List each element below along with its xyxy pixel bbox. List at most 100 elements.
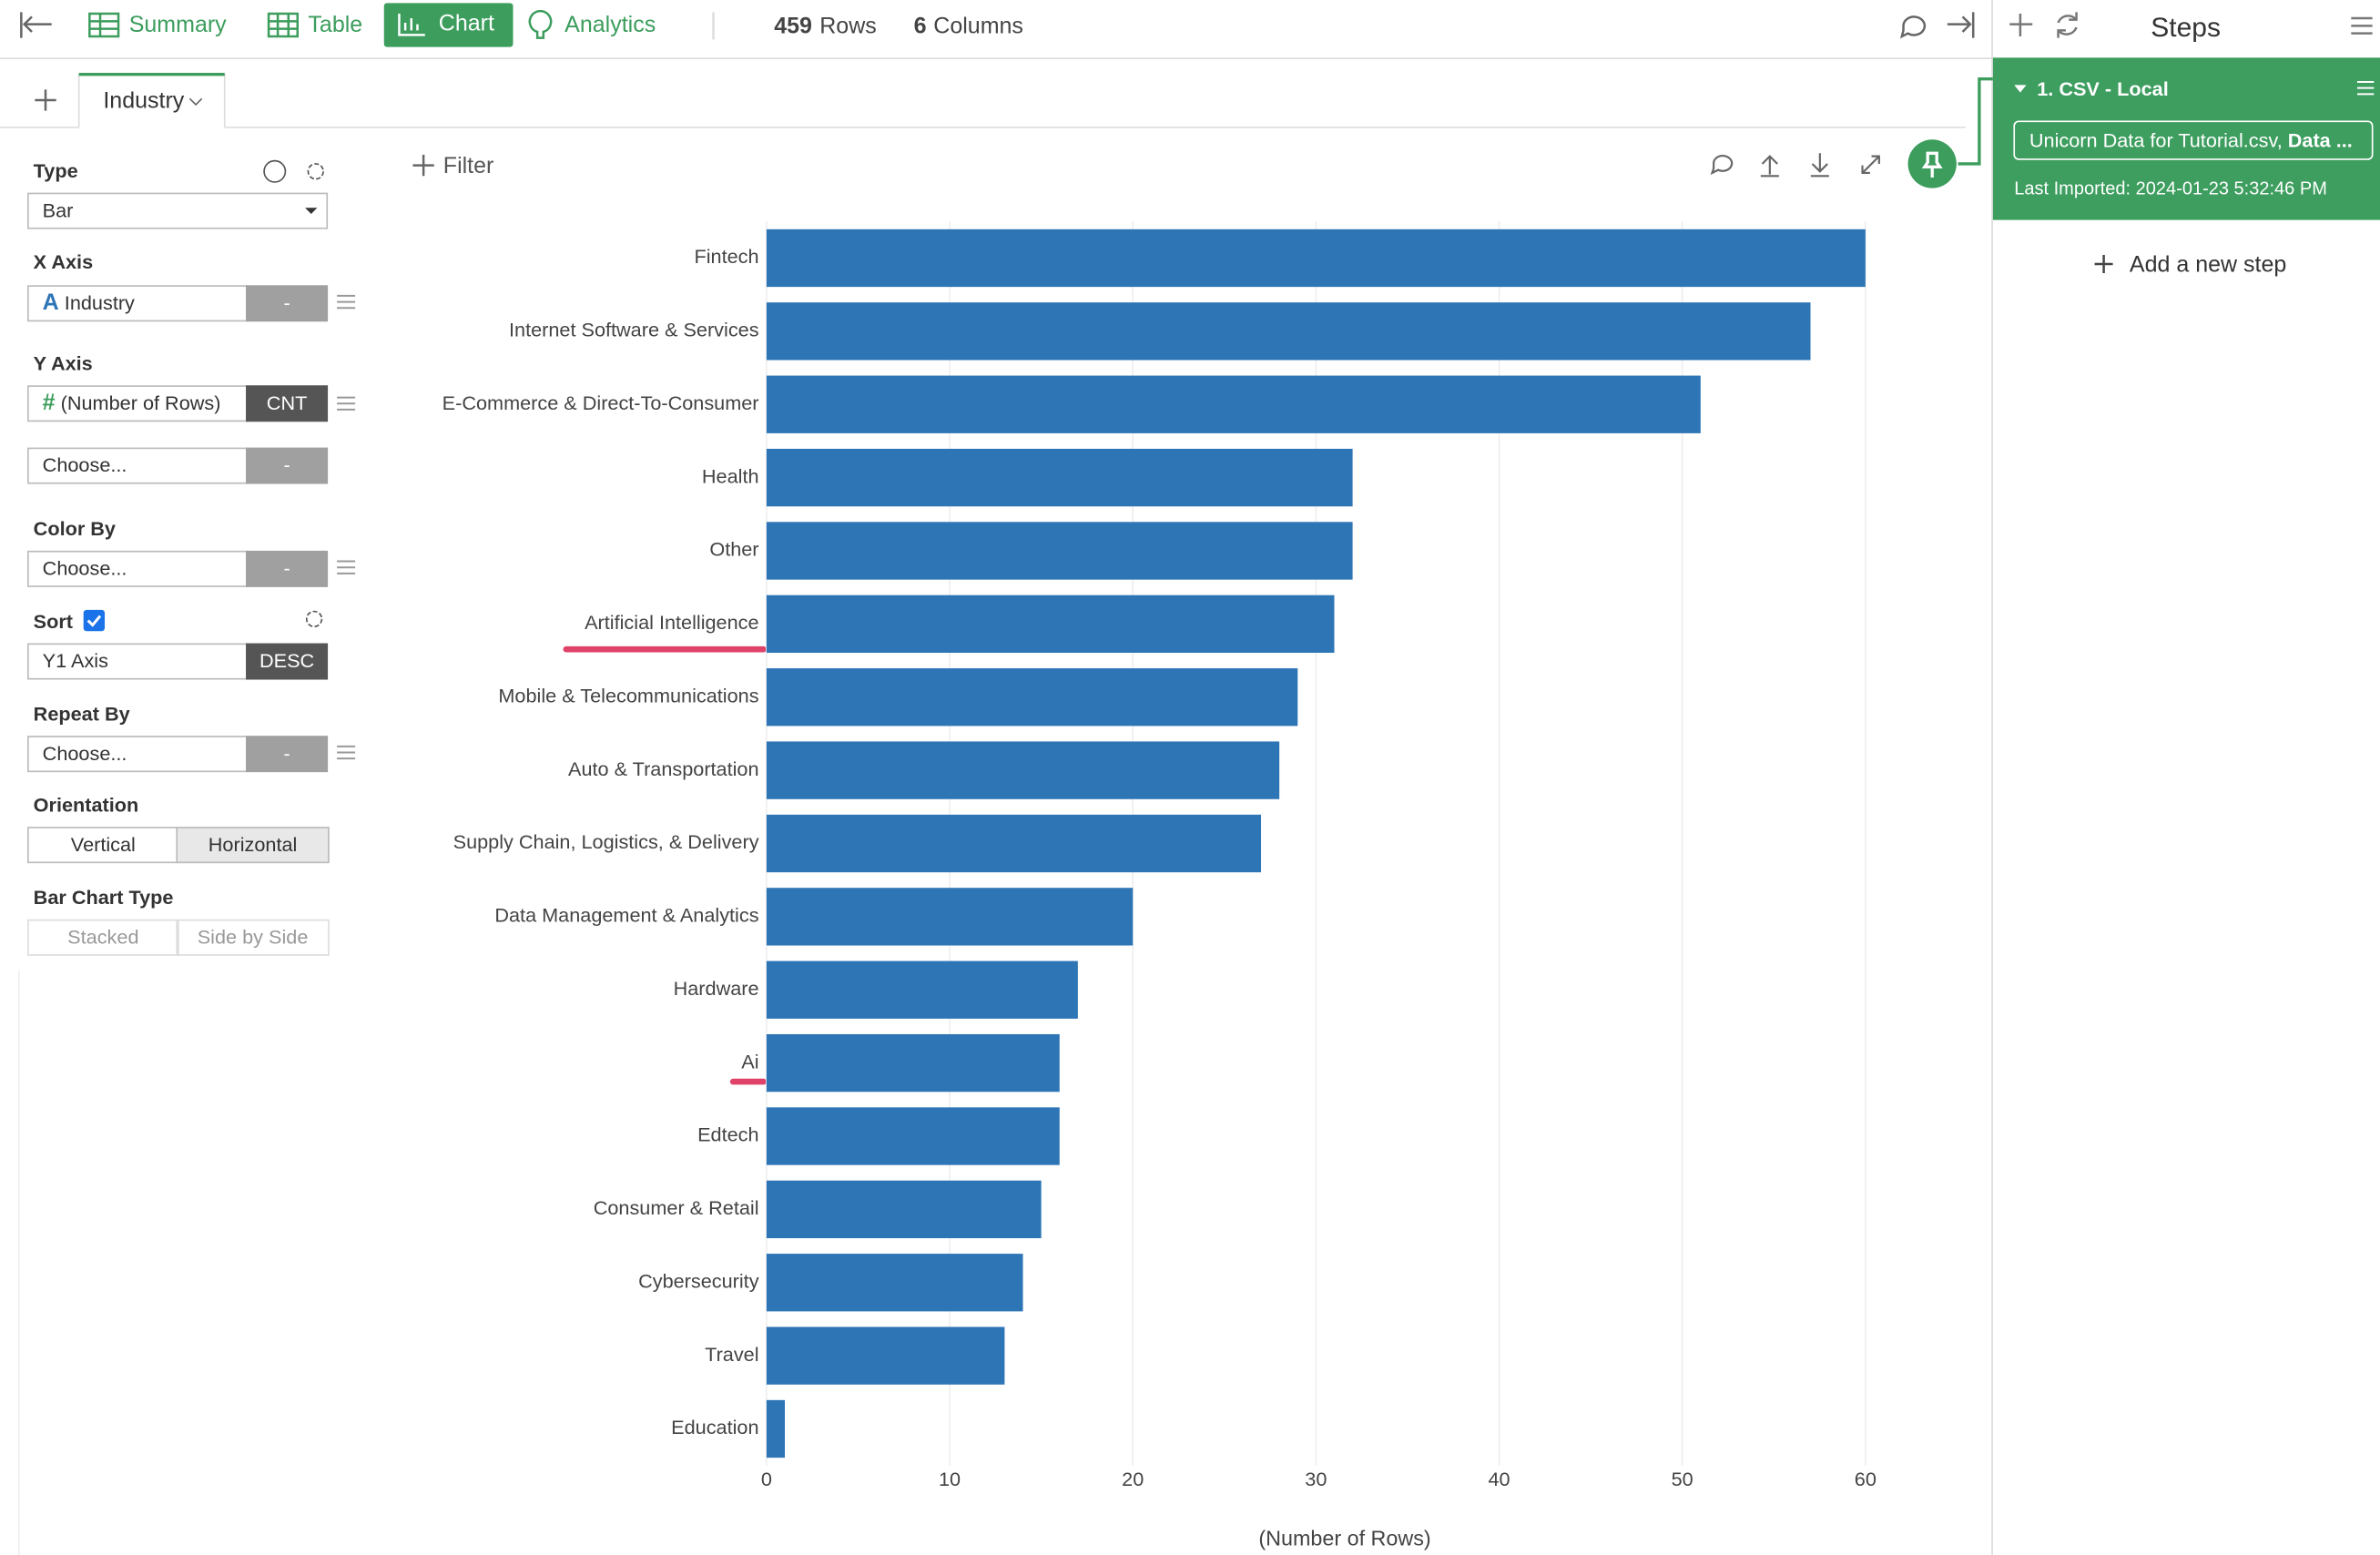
- bar: [766, 888, 1134, 946]
- y-axis-field[interactable]: # (Number of Rows): [27, 385, 248, 422]
- rows-label: Rows: [819, 13, 877, 40]
- y-tick-label: Mobile & Telecommunications: [498, 684, 758, 706]
- pin-connector: [1958, 76, 1993, 166]
- x-tick-label: 0: [761, 1468, 772, 1490]
- bar: [766, 960, 1078, 1019]
- y2-agg[interactable]: -: [246, 447, 329, 484]
- y-tick-label: Data Management & Analytics: [494, 904, 758, 927]
- type-icons: [263, 159, 324, 214]
- filter-plus: [412, 154, 434, 177]
- bar-type-stacked[interactable]: Stacked: [27, 919, 179, 956]
- y-tick-label: E-Commerce & Direct-To-Consumer: [442, 391, 759, 414]
- repeat-value: Choose...: [42, 741, 127, 765]
- sort-value: Y1 Axis: [42, 649, 108, 673]
- bar: [766, 1326, 1005, 1385]
- repeat-label: Repeat By: [33, 702, 130, 726]
- y-tick-label: Internet Software & Services: [509, 319, 759, 341]
- nav-summary[interactable]: Summary: [128, 12, 227, 38]
- x-tick-label: 10: [939, 1468, 961, 1490]
- steps-title: Steps: [2151, 12, 2222, 43]
- tab-row: [0, 72, 1966, 128]
- repeat-field[interactable]: Choose...: [27, 736, 248, 773]
- panel-icons: [83, 294, 356, 760]
- nav-chart[interactable]: Chart: [438, 10, 494, 36]
- orientation-label: Orientation: [33, 793, 139, 817]
- y-tick-label: Hardware: [674, 977, 759, 1000]
- y-tick-label: Travel: [705, 1343, 758, 1366]
- steps-icons: [2009, 12, 2375, 273]
- y-tick-label: Other: [709, 538, 758, 561]
- color-field[interactable]: Choose...: [27, 550, 248, 587]
- cols-label: Columns: [933, 13, 1023, 40]
- panel-edge: [18, 971, 20, 1555]
- y-axis-label: Y Axis: [33, 351, 93, 375]
- x-axis-agg[interactable]: -: [246, 285, 329, 322]
- y-tick-label: Fintech: [694, 245, 758, 268]
- x-axis-field[interactable]: A Industry: [27, 285, 248, 322]
- y-tick-label: Education: [671, 1416, 758, 1438]
- file-name-bold: Data ...: [2287, 128, 2353, 152]
- tab-industry[interactable]: Industry: [103, 87, 185, 114]
- chart-tab-active[interactable]: Chart: [383, 3, 514, 47]
- bar: [766, 1254, 1023, 1312]
- filter[interactable]: Filter: [442, 153, 494, 179]
- x-tick-label: 30: [1305, 1468, 1327, 1490]
- bar-type-label: Bar Chart Type: [33, 886, 174, 910]
- bar-type-side[interactable]: Side by Side: [176, 919, 330, 956]
- bar: [766, 522, 1353, 580]
- y-tick-label: Health: [702, 464, 759, 487]
- chart-icon: [398, 13, 425, 36]
- step-card[interactable]: [1992, 57, 2380, 220]
- step-title[interactable]: 1. CSV - Local: [2037, 76, 2169, 100]
- x-tick-label: 40: [1488, 1468, 1510, 1490]
- bar: [766, 1107, 1060, 1165]
- x-axis-title: (Number of Rows): [1258, 1526, 1430, 1550]
- color-agg[interactable]: -: [246, 550, 329, 587]
- nav-analytics[interactable]: Analytics: [564, 12, 656, 38]
- repeat-agg[interactable]: -: [246, 736, 329, 773]
- y2-field[interactable]: Choose...: [27, 447, 248, 484]
- y-tick-label: Supply Chain, Logistics, & Delivery: [453, 830, 759, 853]
- rows-count: 459: [774, 13, 812, 40]
- file-name: Unicorn Data for Tutorial.csv,: [2029, 128, 2288, 152]
- y-tick-label: Consumer & Retail: [594, 1196, 759, 1219]
- add-step[interactable]: Add a new step: [2129, 251, 2287, 278]
- x-tick-label: 50: [1672, 1468, 1693, 1490]
- bar: [766, 1399, 785, 1458]
- x-axis-icon: A: [42, 290, 59, 316]
- sort-field[interactable]: Y1 Axis: [27, 643, 248, 680]
- type-select[interactable]: Bar: [27, 192, 329, 229]
- panel-border: [1991, 0, 1993, 1555]
- color-value: Choose...: [42, 556, 127, 580]
- bar: [766, 1033, 1060, 1093]
- bar: [766, 448, 1353, 507]
- chart-tools: [1710, 153, 1880, 178]
- bar: [766, 229, 1866, 288]
- bar: [766, 375, 1701, 433]
- y-axis-value: (Number of Rows): [60, 391, 221, 414]
- sort-label: Sort: [33, 609, 74, 633]
- nav-table[interactable]: Table: [308, 12, 363, 38]
- chart: (Number of Rows) 0 10 20 30 40 50 60 Fintech Int…: [412, 76, 1993, 1550]
- y-tick-label: Ai: [741, 1050, 758, 1072]
- y-tick-label: Cybersecurity: [638, 1269, 759, 1292]
- y-axis-agg[interactable]: CNT: [246, 385, 329, 422]
- pin-button[interactable]: [1907, 139, 1957, 188]
- x-tick-label: 60: [1855, 1468, 1877, 1490]
- color-label: Color By: [33, 517, 116, 541]
- orientation-horizontal[interactable]: Horizontal: [176, 827, 330, 864]
- x-axis-value: Industry: [64, 290, 135, 314]
- sort-order[interactable]: DESC: [246, 643, 329, 680]
- step-file: Unicorn Data for Tutorial.csv, Data ...: [2029, 129, 2353, 152]
- y-tick-label: Edtech: [697, 1123, 758, 1146]
- x-tick-label: 20: [1122, 1468, 1144, 1490]
- divider: [0, 57, 1993, 59]
- toolbar-icons: [20, 9, 1975, 40]
- type-value: Bar: [42, 198, 74, 222]
- bar: [766, 595, 1335, 654]
- y-axis-icon: #: [42, 390, 56, 416]
- bar: [766, 668, 1298, 727]
- y-tick-label: Artificial Intelligence: [585, 611, 758, 634]
